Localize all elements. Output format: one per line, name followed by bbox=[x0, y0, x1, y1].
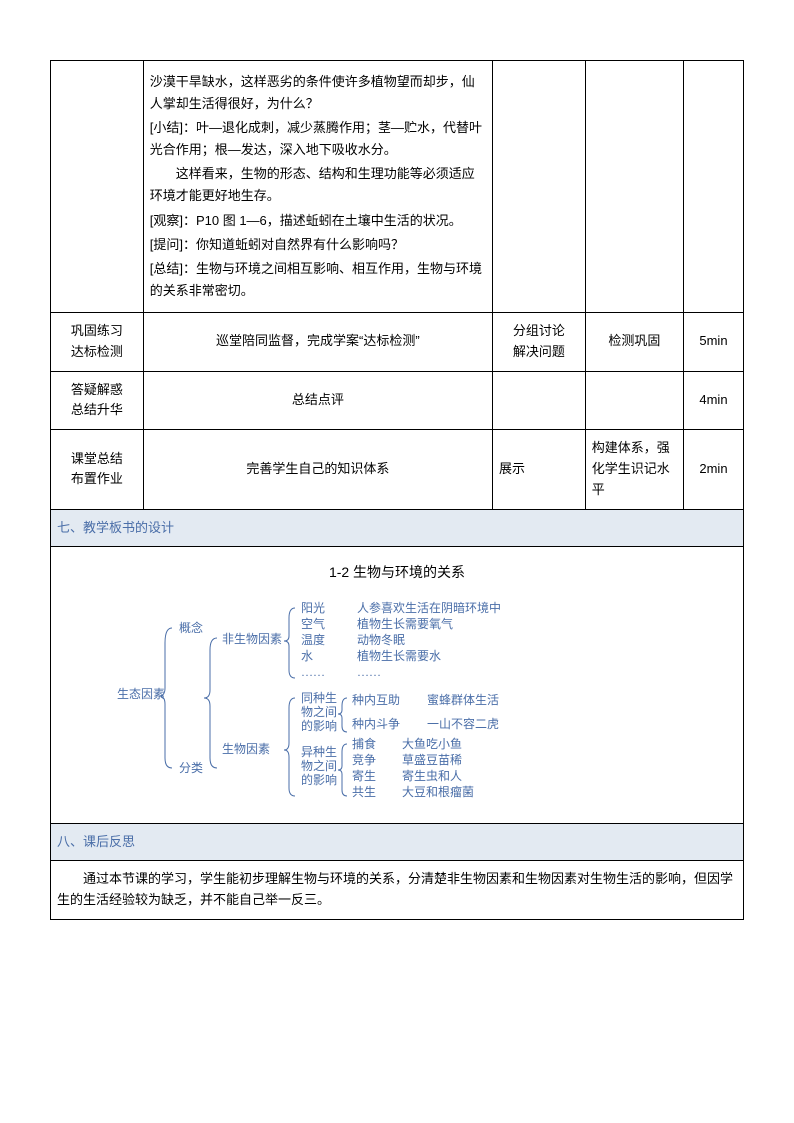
row1-content: 沙漠干旱缺水，这样恶劣的条件使许多植物望而却步，仙人掌却生活得很好，为什么？ [… bbox=[143, 61, 492, 313]
svg-text:阳光: 阳光 bbox=[301, 601, 325, 615]
svg-text:种内斗争: 种内斗争 bbox=[352, 717, 400, 731]
svg-text:寄生: 寄生 bbox=[352, 768, 376, 783]
content-line: [观察]：P10 图 1—6，描述蚯蚓在土壤中生活的状况。 bbox=[150, 210, 486, 232]
svg-text:物之间: 物之间 bbox=[301, 705, 337, 719]
svg-text:捕食: 捕食 bbox=[352, 736, 376, 751]
diagram-wrap: 生态因素 概念 分类 非生物因素 生物因素 阳 bbox=[57, 594, 737, 815]
row2-time: 5min bbox=[683, 312, 743, 371]
row4-student: 展示 bbox=[492, 430, 585, 509]
lesson-plan-table: 沙漠干旱缺水，这样恶劣的条件使许多植物望而却步，仙人掌却生活得很好，为什么？ [… bbox=[50, 60, 744, 920]
table-row: 巩固练习 达标检测 巡堂陪同监督，完成学案“达标检测” 分组讨论 解决问题 检测… bbox=[51, 312, 744, 371]
table-row: 答疑解惑 总结升华 总结点评 4min bbox=[51, 371, 744, 430]
row2-content: 巡堂陪同监督，完成学案“达标检测” bbox=[143, 312, 492, 371]
row3-label: 答疑解惑 总结升华 bbox=[51, 371, 144, 430]
svg-text:的影响: 的影响 bbox=[301, 772, 337, 787]
row3-student bbox=[492, 371, 585, 430]
svg-text:温度: 温度 bbox=[301, 632, 325, 647]
svg-text:大鱼吃小鱼: 大鱼吃小鱼 bbox=[402, 737, 462, 751]
row2-label: 巩固练习 达标检测 bbox=[51, 312, 144, 371]
svg-text:物之间: 物之间 bbox=[301, 759, 337, 773]
row3-time: 4min bbox=[683, 371, 743, 430]
row1-label bbox=[51, 61, 144, 313]
row4-intent: 构建体系，强化学生识记水平 bbox=[585, 430, 683, 509]
svg-text:蜜蜂群体生活: 蜜蜂群体生活 bbox=[427, 692, 499, 707]
section8-header-row: 八、课后反思 bbox=[51, 823, 744, 861]
diagram-title: 1-2 生物与环境的关系 bbox=[57, 561, 737, 583]
svg-text:同种生: 同种生 bbox=[301, 691, 337, 705]
row4-content: 完善学生自己的知识体系 bbox=[143, 430, 492, 509]
section7-body-row: 1-2 生物与环境的关系 生态因素 概念 分类 非生物因素 bbox=[51, 547, 744, 823]
svg-text:动物冬眠: 动物冬眠 bbox=[357, 632, 405, 647]
svg-text:人参喜欢生活在阴暗环境中: 人参喜欢生活在阴暗环境中 bbox=[357, 600, 501, 615]
section8-body-row: 通过本节课的学习，学生能初步理解生物与环境的关系，分清楚非生物因素和生物因素对生… bbox=[51, 861, 744, 920]
reflection-text: 通过本节课的学习，学生能初步理解生物与环境的关系，分清楚非生物因素和生物因素对生… bbox=[57, 869, 737, 911]
svg-text:寄生虫和人: 寄生虫和人 bbox=[402, 768, 462, 783]
svg-text:水: 水 bbox=[301, 649, 313, 663]
sub-label: 生物因素 bbox=[222, 742, 270, 756]
content-line: [小结]：叶—退化成刺，减少蒸腾作用；茎—贮水，代替叶光合作用；根—发达，深入地… bbox=[150, 117, 486, 161]
section7-body: 1-2 生物与环境的关系 生态因素 概念 分类 非生物因素 bbox=[51, 547, 744, 823]
row4-time: 2min bbox=[683, 430, 743, 509]
row3-content: 总结点评 bbox=[143, 371, 492, 430]
sub-label: 非生物因素 bbox=[222, 632, 282, 646]
section7-header-row: 七、教学板书的设计 bbox=[51, 509, 744, 547]
branch-label: 分类 bbox=[179, 761, 203, 775]
content-line: [提问]：你知道蚯蚓对自然界有什么影响吗？ bbox=[150, 234, 486, 256]
table-row: 课堂总结 布置作业 完善学生自己的知识体系 展示 构建体系，强化学生识记水平 2… bbox=[51, 430, 744, 509]
row1-time bbox=[683, 61, 743, 313]
svg-text:竞争: 竞争 bbox=[352, 753, 376, 767]
section8-header: 八、课后反思 bbox=[51, 823, 744, 861]
svg-text:共生: 共生 bbox=[352, 785, 376, 798]
row1-intent bbox=[585, 61, 683, 313]
row4-label: 课堂总结 布置作业 bbox=[51, 430, 144, 509]
svg-text:异种生: 异种生 bbox=[301, 745, 337, 759]
row2-student: 分组讨论 解决问题 bbox=[492, 312, 585, 371]
section8-body: 通过本节课的学习，学生能初步理解生物与环境的关系，分清楚非生物因素和生物因素对生… bbox=[51, 861, 744, 920]
svg-text:空气: 空气 bbox=[301, 616, 325, 631]
svg-text:种内互助: 种内互助 bbox=[352, 693, 400, 707]
svg-text:的影响: 的影响 bbox=[301, 718, 337, 733]
svg-text:植物生长需要水: 植物生长需要水 bbox=[357, 648, 441, 663]
table-row: 沙漠干旱缺水，这样恶劣的条件使许多植物望而却步，仙人掌却生活得很好，为什么？ [… bbox=[51, 61, 744, 313]
svg-text:植物生长需要氧气: 植物生长需要氧气 bbox=[357, 616, 453, 631]
svg-text:大豆和根瘤菌: 大豆和根瘤菌 bbox=[402, 784, 474, 798]
svg-text:……: …… bbox=[301, 665, 325, 679]
content-line: 这样看来，生物的形态、结构和生理功能等必须适应环境才能更好地生存。 bbox=[150, 163, 486, 207]
svg-text:……: …… bbox=[357, 665, 381, 679]
svg-text:一山不容二虎: 一山不容二虎 bbox=[427, 716, 499, 731]
row1-student bbox=[492, 61, 585, 313]
section7-header: 七、教学板书的设计 bbox=[51, 509, 744, 547]
svg-text:草盛豆苗稀: 草盛豆苗稀 bbox=[402, 752, 462, 767]
row2-intent: 检测巩固 bbox=[585, 312, 683, 371]
diagram-root: 生态因素 bbox=[117, 687, 165, 701]
branch-label: 概念 bbox=[179, 620, 203, 635]
content-line: 沙漠干旱缺水，这样恶劣的条件使许多植物望而却步，仙人掌却生活得很好，为什么？ bbox=[150, 71, 486, 115]
content-line: [总结]：生物与环境之间相互影响、相互作用，生物与环境的关系非常密切。 bbox=[150, 258, 486, 302]
row3-intent bbox=[585, 371, 683, 430]
concept-diagram: 生态因素 概念 分类 非生物因素 生物因素 阳 bbox=[117, 598, 677, 798]
